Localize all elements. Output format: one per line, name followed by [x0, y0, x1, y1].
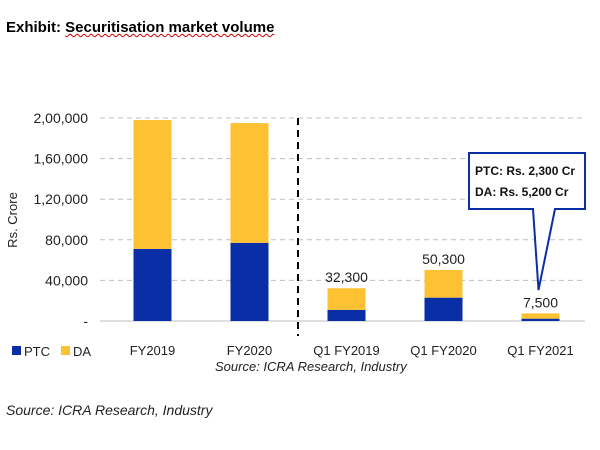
legend-label-ptc: PTC — [24, 344, 50, 359]
y-axis-label: Rs. Crore — [5, 192, 20, 248]
bar-ptc — [424, 297, 463, 321]
chart-source-note: Source: ICRA Research, Industry — [215, 359, 408, 374]
title-prefix: Exhibit: — [6, 19, 66, 36]
y-tick-label: - — [83, 313, 88, 329]
y-tick-label: 80,000 — [45, 232, 88, 248]
chart-title: Exhibit: Securitisation market volume — [6, 19, 274, 36]
footer-source: Source: ICRA Research, Industry — [6, 402, 213, 418]
legend-label-da: DA — [73, 344, 91, 359]
bar-ptc — [133, 248, 172, 321]
x-tick-label: Q1 FY2020 — [410, 343, 477, 358]
x-tick-label: FY2019 — [130, 343, 176, 358]
legend-swatch-da — [61, 346, 70, 355]
y-tick-label: 40,000 — [45, 272, 88, 288]
x-tick-label: FY2020 — [227, 343, 273, 358]
y-tick-label: 1,20,000 — [34, 191, 89, 207]
x-tick-label: Q1 FY2021 — [507, 343, 574, 358]
data-label: 7,500 — [523, 294, 558, 310]
callout-box — [468, 152, 586, 291]
callout-line: DA: Rs. 5,200 Cr — [475, 185, 569, 199]
data-label: 32,300 — [325, 269, 368, 285]
bar-da — [521, 313, 560, 319]
bar-ptc — [327, 309, 366, 321]
bar-ptc — [230, 242, 269, 321]
bar-da — [327, 288, 366, 310]
bar-ptc — [521, 318, 560, 321]
bar-da — [133, 120, 172, 249]
bar-da — [230, 123, 269, 243]
title-main: Securitisation market volume — [65, 19, 275, 36]
y-tick-label: 2,00,000 — [34, 110, 89, 126]
x-tick-label: Q1 FY2019 — [313, 343, 380, 358]
y-tick-label: 1,60,000 — [34, 151, 89, 167]
legend-swatch-ptc — [12, 346, 21, 355]
callout-line: PTC: Rs. 2,300 Cr — [475, 164, 575, 178]
bar-da — [424, 269, 463, 298]
data-label: 50,300 — [422, 251, 465, 267]
